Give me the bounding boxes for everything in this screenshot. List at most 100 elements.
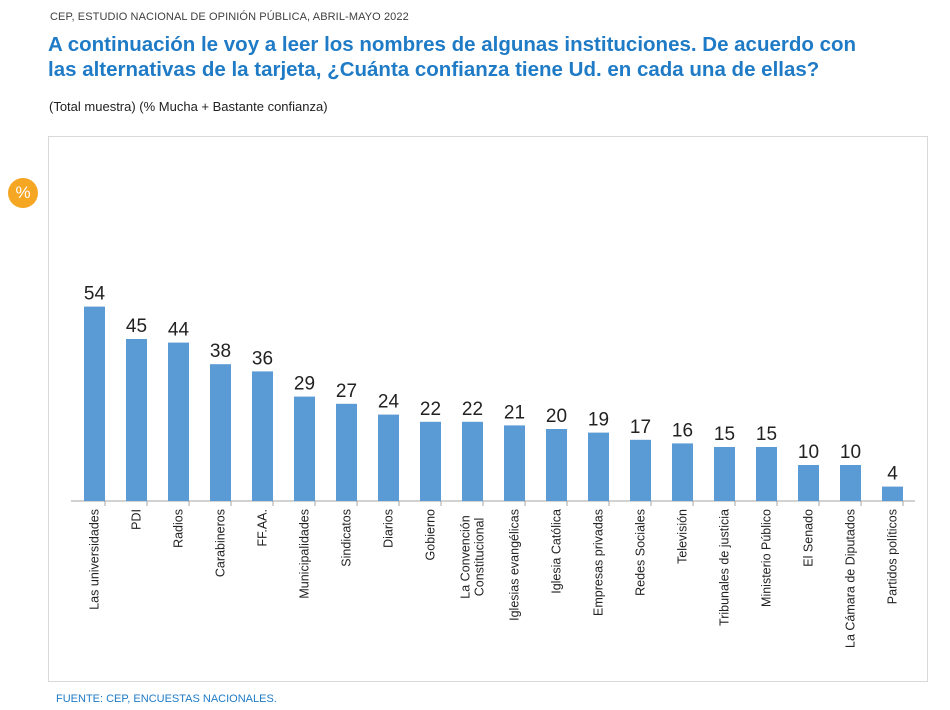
bar-group: 17 Redes Sociales (630, 417, 652, 596)
category-label-line: Iglesia Católica (550, 509, 564, 594)
category-label: Diarios (382, 509, 396, 548)
bar-group: 16 Televisión (672, 420, 694, 564)
bar-group: 44 Radios (168, 320, 190, 548)
category-label: Iglesias evangélicas (508, 509, 522, 621)
bar-group: 45 PDI (126, 316, 148, 530)
bar-group: 24 Diarios (378, 392, 400, 548)
category-label-line: Ministerio Público (760, 509, 774, 607)
bar (546, 429, 567, 501)
bar (840, 465, 861, 501)
bar (168, 342, 189, 501)
data-label: 24 (378, 392, 400, 413)
category-label: Partidos políticos (886, 509, 900, 604)
chart-frame: 54 Las universidades 45 PDI 44 Radios 38 Carabi… (48, 136, 928, 682)
category-label-line: Diarios (382, 509, 396, 548)
bar-group: 4 Partidos políticos (882, 464, 904, 604)
footer-source: FUENTE: CEP, ENCUESTAS NACIONALES. (56, 693, 277, 705)
percent-badge-icon: % (8, 178, 38, 208)
category-label: Sindicatos (340, 509, 354, 567)
bar (378, 414, 399, 501)
category-label-line: Radios (172, 509, 186, 548)
category-label-line: Las universidades (88, 509, 102, 610)
bar (756, 447, 777, 501)
bar (672, 443, 693, 501)
data-label: 22 (462, 399, 483, 420)
category-label: Redes Sociales (634, 509, 648, 596)
category-label-line: La Convención (459, 515, 473, 598)
bar (84, 306, 105, 501)
category-label-line: Empresas privadas (592, 509, 606, 616)
category-label-line: El Senado (802, 509, 816, 567)
bar-group: 27 Sindicatos (336, 381, 358, 567)
bar-group: 29 Municipalidades (294, 374, 316, 599)
data-label: 10 (840, 442, 861, 463)
data-label: 17 (630, 417, 651, 438)
category-label: La Cámara de Diputados (844, 509, 858, 648)
bar (588, 432, 609, 501)
data-label: 27 (336, 381, 357, 402)
data-label: 38 (210, 341, 231, 362)
category-label: Gobierno (424, 509, 438, 560)
bar-group: 15 Tribunales de justicia (714, 424, 736, 626)
data-label: 4 (887, 464, 898, 485)
bar (210, 364, 231, 501)
bar-chart: 54 Las universidades 45 PDI 44 Radios 38 Carabi… (71, 284, 915, 648)
category-label: PDI (130, 509, 144, 530)
category-label-line: Carabineros (214, 509, 228, 577)
bar (420, 421, 441, 501)
category-label-line: PDI (130, 509, 144, 530)
category-label: Empresas privadas (592, 509, 606, 616)
data-label: 54 (84, 284, 106, 305)
category-label: Municipalidades (298, 509, 312, 599)
bar (294, 396, 315, 501)
category-label-line: Redes Sociales (634, 509, 648, 596)
bar-group: 22 Gobierno (420, 399, 442, 560)
data-label: 19 (588, 410, 609, 431)
bar-group: 19 Empresas privadas (588, 410, 610, 616)
data-label: 20 (546, 406, 567, 427)
category-label-line: FF.AA. (256, 509, 270, 547)
bar-group: 10 La Cámara de Diputados (840, 442, 862, 648)
category-label: Iglesia Católica (550, 509, 564, 594)
survey-source-header: CEP, ESTUDIO NACIONAL DE OPINIÓN PÚBLICA… (50, 11, 409, 23)
category-label-line: Tribunales de justicia (718, 509, 732, 626)
category-label: Las universidades (88, 509, 102, 610)
bar-group: 38 Carabineros (210, 341, 232, 577)
bar (336, 403, 357, 501)
category-label-line: Constitucional (473, 518, 487, 597)
category-label: Tribunales de justicia (718, 509, 732, 626)
category-label: La ConvenciónConstitucional (459, 515, 487, 598)
bar-group: 10 El Senado (798, 442, 820, 567)
bar (252, 371, 273, 501)
category-label: Radios (172, 509, 186, 548)
bar-group: 36 FF.AA. (252, 348, 274, 547)
data-label: 15 (714, 424, 735, 445)
bar-group: 22 La ConvenciónConstitucional (459, 399, 487, 599)
category-label-line: Televisión (676, 509, 690, 564)
category-label-line: Municipalidades (298, 509, 312, 599)
chart-title-line-1: A continuación le voy a leer los nombres… (48, 33, 857, 56)
category-label: Ministerio Público (760, 509, 774, 607)
data-label: 44 (168, 320, 190, 341)
bar-group: 21 Iglesias evangélicas (504, 402, 526, 621)
category-label: Televisión (676, 509, 690, 564)
data-label: 16 (672, 420, 693, 441)
data-label: 21 (504, 402, 525, 423)
category-label: FF.AA. (256, 509, 270, 547)
bar-group: 54 Las universidades (84, 284, 106, 610)
data-label: 15 (756, 424, 777, 445)
bar (630, 439, 651, 501)
data-label: 36 (252, 348, 273, 369)
bar (504, 425, 525, 501)
category-label-line: Iglesias evangélicas (508, 509, 522, 621)
category-label-line: Gobierno (424, 509, 438, 560)
bar (126, 339, 147, 501)
bar (714, 447, 735, 501)
bar-group: 15 Ministerio Público (756, 424, 778, 607)
category-label-line: Sindicatos (340, 509, 354, 567)
data-label: 10 (798, 442, 819, 463)
chart-subtitle: (Total muestra) (% Mucha + Bastante conf… (49, 99, 328, 114)
data-label: 45 (126, 316, 147, 337)
category-label-line: La Cámara de Diputados (844, 509, 858, 648)
category-label-line: Partidos políticos (886, 509, 900, 604)
